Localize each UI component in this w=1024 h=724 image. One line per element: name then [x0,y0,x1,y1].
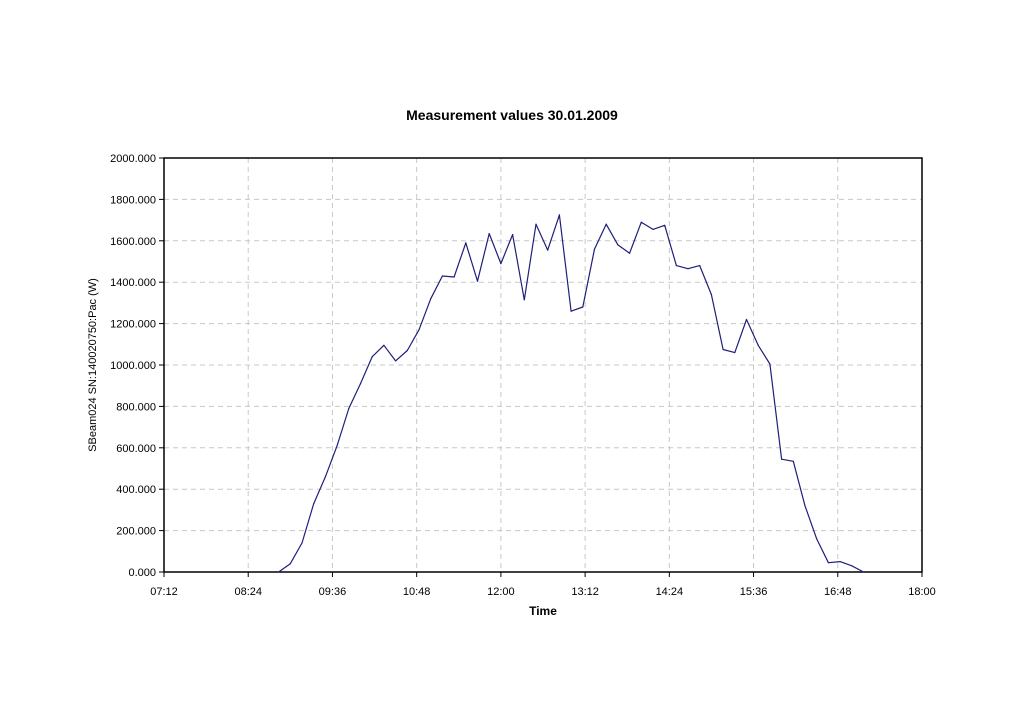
data-point [371,356,373,358]
data-point [430,298,432,300]
data-point [629,252,631,254]
x-axis: 07:12 08:24 09:36 10:48 12:00 13:12 14:24 15:36… [150,572,936,598]
data-point [395,360,397,362]
data-point [336,445,338,447]
x-tick-label: 12:00 [487,586,515,598]
data-point [582,306,584,308]
data-point [441,275,443,277]
series-layer [278,214,865,573]
data-point [418,329,420,331]
data-point [278,571,280,573]
chart-title: Measurement values 30.01.2009 [406,107,618,123]
x-tick-label: 08:24 [234,586,262,598]
x-tick-label: 16:48 [824,586,852,598]
y-tick-label: 600.000 [116,443,156,455]
y-tick-label: 200.000 [116,526,156,538]
data-point [769,363,771,365]
y-tick-label: 1600.000 [110,236,156,248]
y-axis-title: SBeam024 SN:140020750:Pac (W) [87,278,99,452]
y-axis: 0.000 200.000 400.000 600.000 800.000 1000.00… [110,153,164,579]
x-tick-label: 09:36 [319,586,347,598]
x-tick-label: 10:48 [403,586,431,598]
y-tick-label: 1200.000 [110,319,156,331]
data-point [827,562,830,564]
series-line [278,214,864,573]
data-point [465,242,467,244]
data-point [640,221,642,223]
y-tick-label: 400.000 [116,484,156,496]
data-point [289,563,291,565]
data-point [488,233,490,235]
y-tick-label: 0.000 [128,567,156,579]
data-point [781,458,783,460]
data-point [734,352,736,354]
data-point [535,223,537,225]
data-point [476,280,479,282]
y-tick-label: 800.000 [116,401,156,413]
data-point [348,407,350,410]
data-point [301,542,303,544]
data-point [687,268,689,270]
y-tick-label: 1400.000 [110,277,156,289]
data-point [757,344,759,346]
data-point [652,228,654,230]
data-point [862,571,865,573]
grid [164,158,922,572]
data-point [804,505,806,507]
y-tick-label: 1800.000 [110,194,156,206]
x-tick-label: 15:36 [740,586,768,598]
data-point [511,234,514,236]
x-tick-label: 07:12 [150,586,178,598]
data-point [383,344,385,346]
data-point [839,561,841,563]
data-point [558,214,561,216]
data-point [675,265,678,267]
data-point [851,565,853,567]
data-point [617,244,619,246]
y-tick-label: 2000.000 [110,153,156,165]
data-point [605,223,607,225]
data-point [664,224,666,226]
data-point [699,265,701,267]
data-point [406,349,408,352]
data-point [547,249,549,251]
data-point [570,310,572,312]
data-point [324,476,326,478]
data-point [816,538,818,540]
data-point [313,503,315,505]
x-tick-label: 18:00 [908,586,936,598]
x-tick-label: 13:12 [571,586,599,598]
data-point [593,248,596,250]
data-point [722,348,724,351]
data-point [359,383,362,385]
data-point [523,299,525,301]
data-point [453,276,455,278]
data-point [710,294,713,296]
data-point [500,263,502,265]
x-axis-title: Time [529,604,557,618]
data-point [745,318,748,321]
data-point [792,460,794,462]
y-tick-label: 1000.000 [110,360,156,372]
x-tick-label: 14:24 [656,586,684,598]
